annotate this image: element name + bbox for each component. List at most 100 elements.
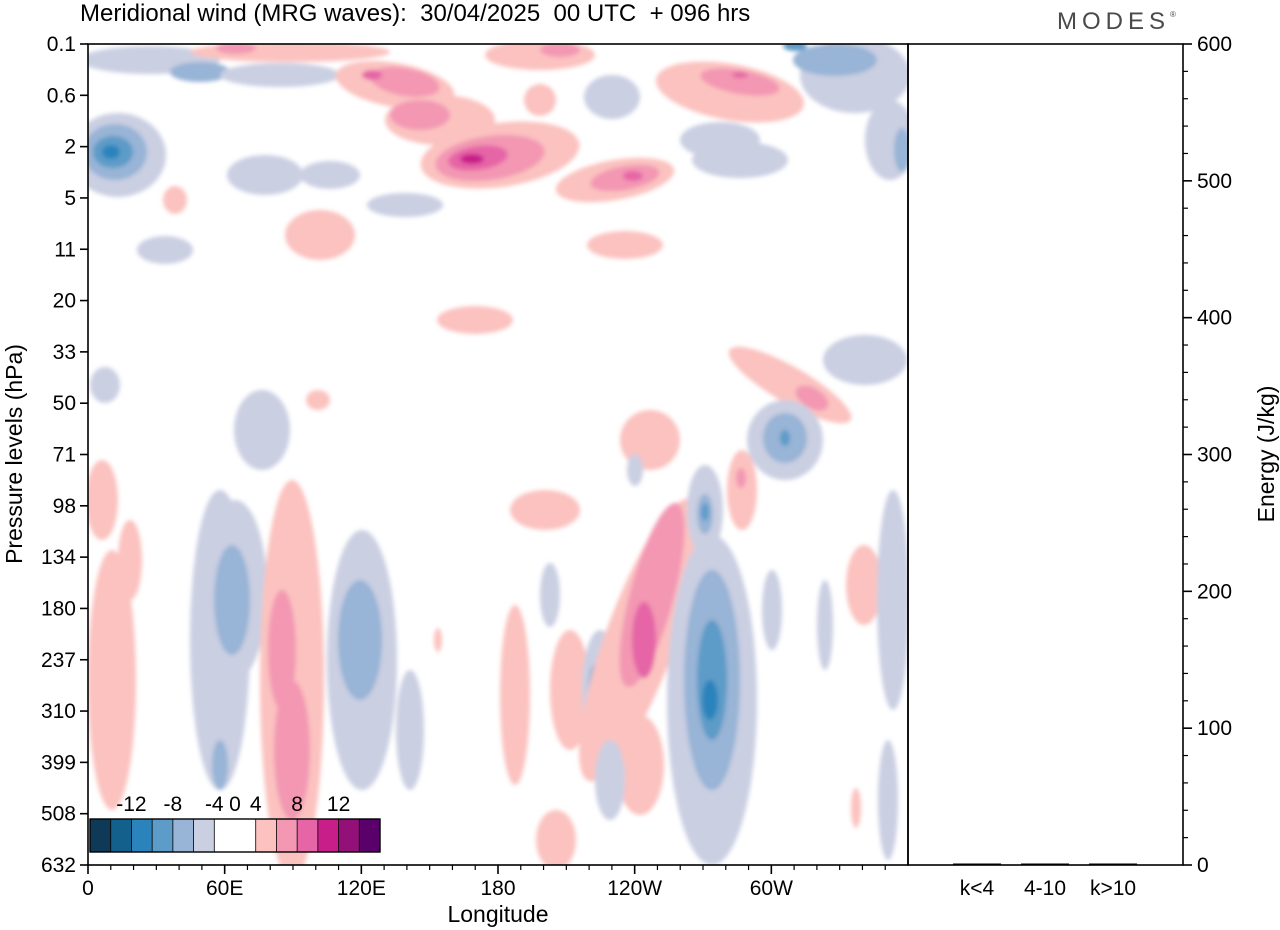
positive-wind-contour-24	[362, 70, 382, 80]
y-tick-label: 632	[41, 854, 76, 877]
negative-wind-contour-10	[367, 193, 443, 217]
y-tick-label: 33	[53, 341, 76, 364]
brand-text: MODES	[1057, 8, 1171, 35]
negative-wind-contour-83	[702, 680, 718, 720]
negative-wind-contour-3	[220, 63, 340, 87]
negative-wind-contour-91	[878, 740, 898, 860]
energy-tick-label: 500	[1197, 170, 1232, 193]
x-tick-label: 60E	[206, 877, 243, 900]
positive-wind-contour-85	[736, 468, 746, 488]
colorbar-label: 4	[250, 793, 262, 816]
y-tick-label: 180	[41, 597, 76, 620]
colorbar-label: 12	[327, 793, 350, 816]
y-tick-label: 310	[41, 700, 76, 723]
x-tick-label: 60W	[750, 877, 793, 900]
colorbar: -12 -8 -4 0 4 8 12	[89, 793, 381, 853]
negative-wind-contour-60	[212, 740, 228, 790]
positive-wind-contour-39	[732, 72, 748, 78]
colorbar-label: 0	[229, 793, 241, 816]
energy-tick-label: 600	[1197, 33, 1232, 56]
positive-wind-contour-55	[88, 550, 136, 810]
y-tick-label: 237	[41, 649, 76, 672]
colorbar-frame	[89, 818, 381, 853]
energy-bar-3	[1089, 863, 1137, 865]
negative-wind-contour-88	[817, 580, 833, 670]
y-tick-label: 399	[41, 751, 76, 774]
negative-wind-contour-12	[584, 75, 640, 119]
positive-wind-contour-32	[460, 154, 484, 164]
colorbar-label: 8	[291, 793, 303, 816]
colorbar-label: -8	[164, 793, 183, 816]
energy-bar-plot: 0 100 200 300 400 500 600 k<4 4-10 k>10	[907, 33, 1232, 900]
positive-wind-contour-76	[616, 715, 664, 815]
y-tick-label: 5	[64, 187, 76, 210]
energy-tick-label: 300	[1197, 444, 1232, 467]
energy-category-label: k<4	[960, 877, 995, 900]
positive-wind-contour-69	[550, 630, 590, 750]
energy-tick-label: 0	[1197, 854, 1209, 877]
positive-wind-contour-33	[524, 84, 556, 116]
negative-wind-contour-59	[214, 545, 250, 655]
y-tick-label: 0.1	[47, 33, 76, 56]
negative-wind-contour-2	[170, 62, 230, 82]
energy-category-label: k>10	[1090, 877, 1136, 900]
negative-wind-contour-90	[877, 490, 908, 710]
energy-tick-label: 100	[1197, 717, 1232, 740]
negative-wind-contour-49	[234, 390, 290, 470]
positive-wind-contour-66	[510, 490, 580, 530]
y-tick-label: 0.6	[47, 84, 76, 107]
positive-wind-contour-56	[118, 520, 142, 600]
positive-wind-contour-89	[846, 545, 882, 625]
positive-wind-contour-68	[500, 605, 530, 785]
x-tick-label: 180	[480, 877, 515, 900]
positive-wind-contour-54	[88, 460, 118, 540]
positive-wind-contour-75	[632, 602, 656, 678]
negative-wind-contour-86	[627, 454, 643, 486]
negative-wind-contour-87	[762, 570, 782, 650]
positive-wind-contour-63	[274, 680, 310, 820]
energy-tick-label: 200	[1197, 580, 1232, 603]
positive-wind-contour-41	[587, 231, 663, 259]
colorbar-swatch	[90, 819, 112, 852]
colorbar-swatch	[110, 819, 132, 852]
negative-wind-contour-17	[783, 44, 807, 51]
negative-wind-contour-67	[540, 563, 560, 627]
energy-category-label: 4-10	[1024, 877, 1066, 900]
positive-wind-contour-47	[795, 385, 829, 411]
positive-wind-contour-48	[306, 390, 330, 410]
negative-wind-contour-45	[90, 367, 120, 403]
colorbar-swatch	[359, 819, 381, 852]
positive-wind-contour-70	[536, 810, 576, 865]
x-tick-label: 120E	[337, 877, 386, 900]
negative-wind-contour-44	[823, 335, 907, 385]
energy-bar-1	[953, 863, 1001, 865]
positive-wind-contour-42	[163, 186, 187, 214]
energy-tick-label: 400	[1197, 307, 1232, 330]
positive-wind-contour-62	[268, 590, 296, 710]
negative-wind-contour-95	[595, 740, 625, 820]
heatmap-axes: 0.1 0.6 2 5 11 20 33 50 71 98 134 180 237 310 399 508 63…	[41, 33, 909, 900]
positive-wind-contour-21	[216, 44, 256, 54]
positive-wind-contour-93	[434, 628, 442, 652]
registered-mark: ®	[1170, 10, 1176, 19]
negative-wind-contour-7	[102, 145, 120, 159]
colorbar-swatch	[193, 819, 215, 852]
positive-wind-contour-84	[727, 450, 757, 530]
negative-wind-contour-79	[701, 503, 709, 521]
colorbar-label: -12	[116, 793, 146, 816]
modes-logo: MODES®	[1057, 8, 1176, 36]
colorbar-label: -4	[205, 793, 224, 816]
y-tick-label: 98	[53, 495, 76, 518]
colorbar-swatch	[172, 819, 195, 852]
colorbar-swatch	[317, 819, 340, 852]
negative-wind-contour-9	[300, 161, 360, 189]
energy-bar-2	[1021, 863, 1069, 865]
y-tick-label: 11	[54, 238, 76, 261]
colorbar-swatch	[276, 819, 298, 852]
negative-wind-contour-82	[697, 620, 727, 740]
positive-wind-contour-40	[285, 210, 355, 260]
x-axis-title: Longitude	[447, 901, 548, 927]
x-tick-label: 0	[82, 877, 94, 900]
colorbar-swatch	[255, 819, 277, 852]
